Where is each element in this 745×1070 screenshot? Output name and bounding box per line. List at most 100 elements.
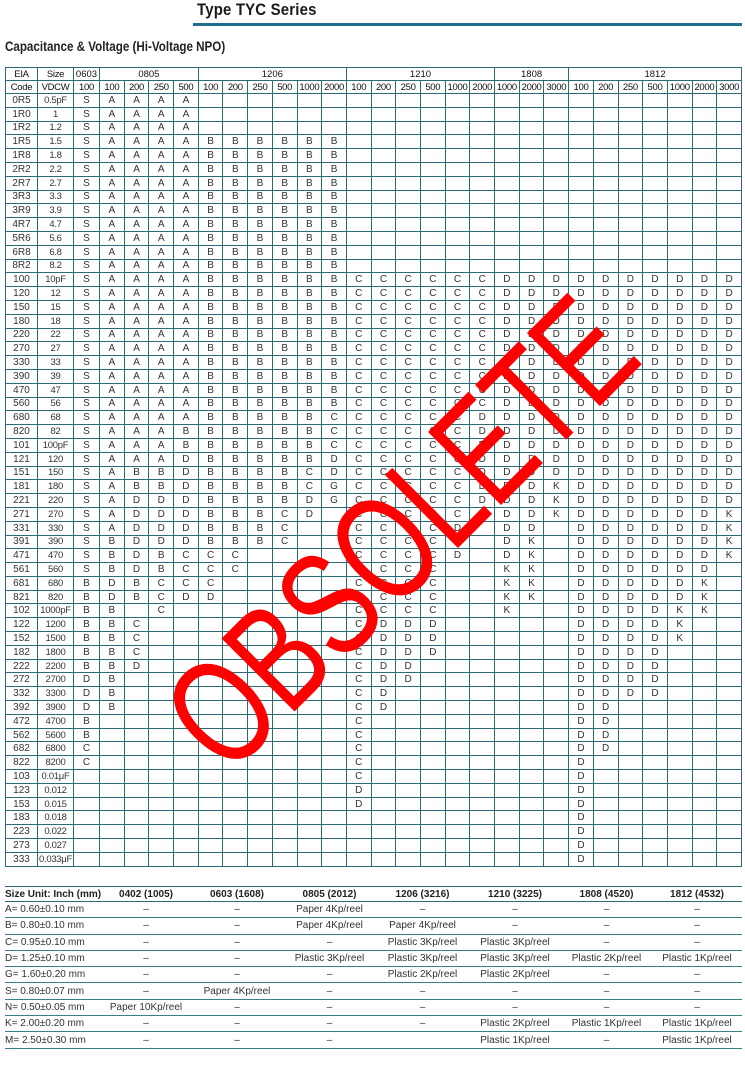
thickness-code-cell: K: [666, 631, 693, 646]
thickness-code-cell: D: [568, 313, 594, 329]
thickness-code-cell: A: [99, 286, 125, 301]
capacitance-value: 560: [37, 562, 74, 577]
thickness-code-cell: [296, 851, 323, 867]
voltage-header: 100: [345, 80, 372, 94]
thickness-code-cell: D: [617, 631, 644, 646]
thickness-code-cell: [691, 134, 718, 150]
thickness-code-cell: [716, 244, 742, 260]
thickness-code-cell: B: [197, 355, 224, 370]
thickness-code-cell: B: [296, 272, 323, 288]
thickness-code-cell: D: [666, 589, 693, 605]
thickness-code-cell: [444, 700, 471, 715]
thickness-code-cell: D: [518, 493, 545, 508]
thickness-code-cell: [469, 603, 496, 619]
thickness-code-cell: A: [148, 244, 175, 260]
table-row: 100 10pF S A A A A B B B B B B C C C C C C D D D D D D D D D D: [5, 272, 742, 288]
thickness-code-cell: [321, 672, 347, 688]
thickness-code-cell: [716, 838, 742, 853]
thickness-code-cell: C: [444, 437, 471, 453]
thickness-code-cell: B: [321, 313, 347, 329]
header-row-sizes: EIA Size 0603 0805 1206 1210 1808 1812: [5, 67, 742, 81]
thickness-code-cell: B: [222, 161, 249, 177]
thickness-code-cell: D: [642, 658, 668, 674]
thickness-code-cell: C: [345, 313, 372, 329]
thickness-code-cell: [296, 617, 323, 633]
thickness-code-cell: [469, 93, 496, 108]
thickness-code-cell: B: [247, 286, 273, 301]
thickness-code-cell: B: [321, 368, 347, 384]
thickness-code-cell: B: [99, 562, 125, 577]
thickness-code-cell: [691, 189, 718, 205]
thickness-code-cell: [592, 755, 619, 771]
thickness-code-cell: [469, 755, 496, 771]
thickness-code-cell: [642, 244, 668, 260]
thickness-code-cell: [222, 769, 249, 784]
voltage-header: 3000: [716, 80, 742, 94]
thickness-code-cell: [197, 755, 224, 771]
thickness-code-cell: [271, 810, 298, 826]
thickness-code-cell: D: [494, 355, 520, 370]
thickness-code-cell: D: [691, 299, 718, 315]
thickness-code-cell: [419, 203, 446, 219]
capacitance-value: 2700: [37, 672, 74, 688]
thickness-code-cell: [592, 244, 619, 260]
thickness-code-cell: B: [271, 424, 298, 439]
thickness-code-cell: D: [543, 382, 570, 398]
thickness-code-cell: D: [666, 575, 693, 591]
thickness-code-cell: C: [345, 493, 372, 508]
eia-code: 223: [5, 824, 38, 840]
voltage-header: 200: [370, 80, 397, 94]
packaging-cell: Plastic 2Kp/reel: [469, 966, 561, 984]
eia-code: 2R7: [5, 175, 38, 191]
thickness-code-cell: [345, 189, 372, 205]
thickness-code-cell: [592, 258, 619, 274]
thickness-code-cell: [568, 258, 594, 274]
eia-code: 222: [5, 658, 38, 674]
thickness-code-cell: K: [691, 575, 718, 591]
thickness-code-cell: D: [617, 382, 644, 398]
thickness-code-cell: D: [691, 562, 718, 577]
thickness-code-cell: B: [197, 368, 224, 384]
thickness-code-cell: [518, 727, 545, 743]
thickness-code-cell: D: [592, 603, 619, 619]
eia-code: 100: [5, 272, 38, 288]
thickness-code-cell: D: [568, 534, 594, 550]
thickness-code-cell: [296, 575, 323, 591]
thickness-code-cell: [247, 741, 273, 757]
thickness-code-cell: C: [345, 382, 372, 398]
thickness-code-cell: A: [99, 368, 125, 384]
thickness-code-cell: [642, 700, 668, 715]
thickness-code-cell: [99, 796, 125, 812]
thickness-code-cell: C: [345, 286, 372, 301]
thickness-code-cell: S: [73, 341, 100, 357]
thickness-code-cell: [444, 258, 471, 274]
eia-code: 2R2: [5, 161, 38, 177]
thickness-code-cell: C: [419, 368, 446, 384]
thickness-code-cell: C: [419, 534, 446, 550]
thickness-code-cell: B: [271, 244, 298, 260]
thickness-code-cell: A: [148, 451, 175, 467]
thickness-code-cell: D: [173, 534, 199, 550]
thickness-code-cell: [444, 203, 471, 219]
thickness-code-cell: [444, 230, 471, 246]
thickness-code-cell: [666, 658, 693, 674]
thickness-code-cell: [247, 106, 273, 122]
packaging-header: 0805 (2012): [283, 886, 376, 902]
eia-code: 180: [5, 313, 38, 329]
thickness-code-cell: D: [148, 506, 175, 522]
thickness-code-cell: B: [99, 686, 125, 702]
thickness-code-cell: C: [419, 272, 446, 288]
thickness-code-cell: [370, 148, 397, 163]
thickness-code-cell: [666, 686, 693, 702]
thickness-code-cell: [666, 230, 693, 246]
thickness-code-cell: A: [123, 424, 150, 439]
thickness-code-cell: [444, 175, 471, 191]
packaging-cell: –: [191, 901, 283, 919]
thickness-code-cell: [395, 824, 421, 840]
capacitance-value: 680: [37, 575, 74, 591]
eia-code: 332: [5, 686, 38, 702]
thickness-code-cell: [197, 631, 224, 646]
thickness-code-cell: [148, 824, 175, 840]
thickness-code-cell: B: [296, 313, 323, 329]
thickness-code-cell: [691, 631, 718, 646]
